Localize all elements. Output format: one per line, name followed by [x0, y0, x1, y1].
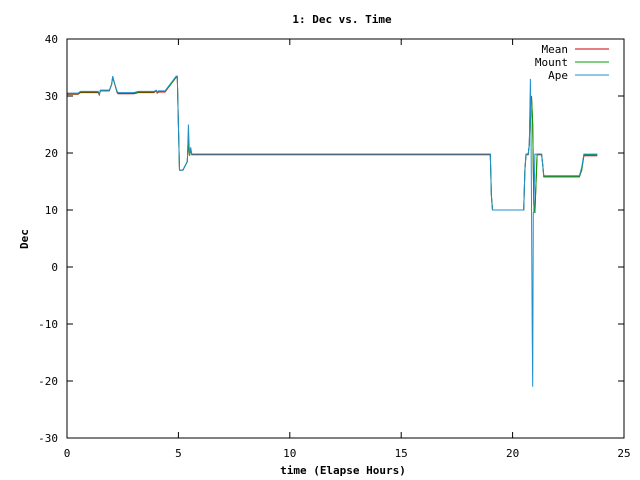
x-axis-label: time (Elapse Hours) [280, 464, 406, 477]
chart-title: 1: Dec vs. Time [292, 13, 392, 26]
x-tick-label: 25 [617, 447, 630, 460]
plot-frame [66, 38, 625, 439]
y-tick-label: 10 [45, 204, 58, 217]
legend-label-mean: Mean [542, 43, 569, 56]
x-tick-label: 5 [175, 447, 182, 460]
axis-ticks: 0 5 10 15 20 25 -30 -20 -10 0 10 20 30 40 [38, 33, 631, 460]
y-tick-label: -20 [38, 375, 58, 388]
y-tick-label: 20 [45, 147, 58, 160]
x-tick-label: 15 [395, 447, 408, 460]
y-tick-label: 30 [45, 90, 58, 103]
y-tick-label: -10 [38, 318, 58, 331]
series-line-ape [67, 75, 598, 387]
legend-label-ape: Ape [548, 69, 568, 82]
legend-label-mount: Mount [535, 56, 568, 69]
x-tick-label: 0 [64, 447, 71, 460]
x-tick-label: 20 [506, 447, 519, 460]
y-tick-label: 0 [51, 261, 58, 274]
y-tick-label: 40 [45, 33, 58, 46]
x-tick-label: 10 [283, 447, 296, 460]
y-axis-label: Dec [18, 229, 31, 249]
y-tick-label: -30 [38, 432, 58, 445]
series-layer [67, 75, 598, 387]
